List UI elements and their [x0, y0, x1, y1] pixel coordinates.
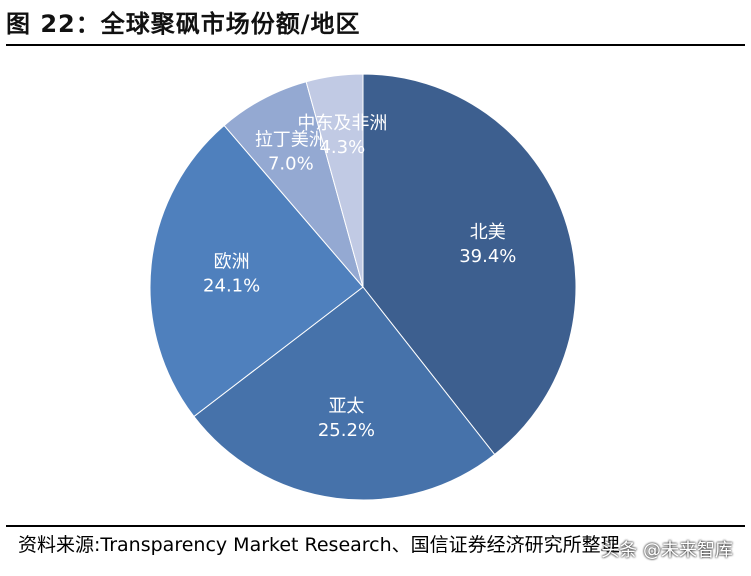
slice-value-4: 4.3%: [319, 137, 365, 158]
slice-label-1: 亚太: [328, 396, 364, 417]
title-rule: [6, 44, 745, 46]
slice-value-2: 24.1%: [203, 275, 260, 296]
pie-slice-0: [362, 73, 577, 456]
pie-slice-1: [193, 286, 496, 501]
slice-label-3: 拉丁美洲: [255, 130, 327, 151]
source-rule: [6, 525, 745, 527]
slice-value-1: 25.2%: [318, 420, 375, 441]
source-note: 资料来源:Transparency Market Research、国信证券经济…: [18, 534, 620, 556]
slice-label-2: 欧洲: [214, 251, 250, 272]
slice-value-0: 39.4%: [459, 246, 516, 267]
watermark: 头条 @未来智库: [601, 540, 733, 561]
pie-slice-2: [149, 124, 364, 418]
slice-value-3: 7.0%: [268, 154, 314, 175]
slice-label-4: 中东及非洲: [297, 113, 387, 134]
chart-title: 图 22：全球聚砜市场份额/地区: [6, 10, 361, 38]
pie-slice-4: [305, 73, 364, 288]
slice-label-0: 北美: [470, 222, 506, 243]
